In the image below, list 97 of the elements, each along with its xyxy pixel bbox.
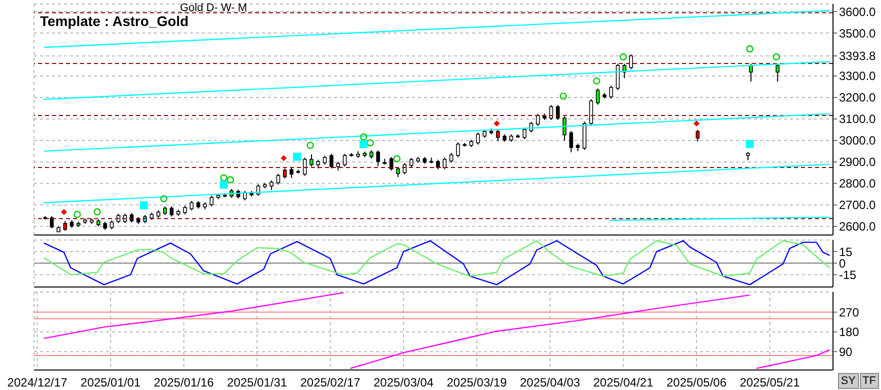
x-tick-label: 2025/01/16 <box>154 376 214 390</box>
point <box>746 140 754 148</box>
point <box>140 201 148 210</box>
point <box>226 176 234 184</box>
candlestick <box>449 152 454 164</box>
y-tick-label: 3200.0 <box>839 90 876 105</box>
point <box>220 180 228 189</box>
point <box>60 209 67 216</box>
x-tick-label: 2024/12/17 <box>7 376 68 390</box>
x-tick-label: 2025/04/21 <box>593 376 654 390</box>
point <box>560 92 567 100</box>
x-tick-label: 2025/04/03 <box>520 376 580 390</box>
line-series <box>43 240 830 277</box>
y-tick-label: 3500.0 <box>839 26 876 40</box>
point <box>360 140 368 148</box>
x-tick-label: 2025/02/17 <box>300 376 361 390</box>
candlestick <box>103 221 107 230</box>
point <box>746 45 754 53</box>
candlestick <box>196 200 200 210</box>
y-tick-label: 3600.0 <box>839 4 876 19</box>
text: SY <box>838 373 859 389</box>
y-tick-label: 2700.0 <box>839 198 876 212</box>
candlestick <box>376 150 380 167</box>
x-tick-label: 2025/05/21 <box>740 376 800 390</box>
annotation: Template : Astro_Gold <box>40 13 190 30</box>
y-tick-label: 0 <box>839 256 846 270</box>
point <box>94 208 101 216</box>
candlestick <box>496 129 500 142</box>
candlestick <box>270 180 274 190</box>
candlestick <box>190 200 194 212</box>
y-tick-label: 180 <box>839 325 860 340</box>
candlestick <box>362 151 367 158</box>
y-tick-label: 3100.0 <box>839 112 876 126</box>
candlestick <box>210 195 214 207</box>
candlestick <box>156 210 160 218</box>
point <box>306 142 314 149</box>
point <box>280 155 287 162</box>
candlestick <box>696 129 700 142</box>
x-tick-label: 2025/03/04 <box>374 376 434 390</box>
candlestick <box>116 213 120 224</box>
line-series <box>43 240 830 286</box>
point <box>220 174 228 182</box>
candlestick <box>569 130 574 153</box>
candlestick <box>749 63 753 82</box>
candlestick <box>776 63 780 82</box>
y-tick-label: -15 <box>839 268 857 282</box>
y-tick-label: 3300.0 <box>839 69 876 84</box>
x-tick-label: 2025/03/19 <box>446 376 508 390</box>
y-tick-label: 2800.0 <box>839 176 876 191</box>
text: TF <box>860 373 879 389</box>
x-tick-label: 2025/01/01 <box>80 376 141 390</box>
candlestick <box>96 218 100 227</box>
y-tick-label: 3393.8 <box>839 49 876 64</box>
x-tick-label: 2025/01/31 <box>227 376 288 390</box>
candlestick <box>330 153 334 169</box>
candlestick <box>310 154 314 167</box>
y-tick-label: 15 <box>839 244 853 259</box>
candlestick <box>609 85 614 100</box>
line-series <box>43 292 344 340</box>
y-tick-label: 2600.0 <box>839 220 876 234</box>
candlestick <box>322 155 327 166</box>
point <box>494 120 500 126</box>
line-series <box>350 294 750 370</box>
candlestick <box>342 153 347 167</box>
candlestick <box>462 142 467 147</box>
chart-title: Gold D- W- M <box>180 2 248 14</box>
point <box>772 53 780 60</box>
candlestick <box>582 121 586 150</box>
y-tick-label: 3000.0 <box>839 134 876 148</box>
candlestick <box>316 159 320 169</box>
candlestick <box>83 218 87 224</box>
candlestick <box>602 92 606 100</box>
candlestick <box>356 150 360 158</box>
candlestick <box>63 220 68 232</box>
point <box>393 155 400 162</box>
point <box>160 195 168 202</box>
point <box>360 133 368 140</box>
point <box>293 152 302 161</box>
candlestick <box>336 161 340 172</box>
candlestick <box>516 134 520 138</box>
candlestick <box>183 205 187 215</box>
y-tick-label: 270 <box>839 305 860 320</box>
y-tick-label: 2900.0 <box>839 155 876 170</box>
candlestick <box>290 167 294 179</box>
point <box>366 139 374 146</box>
candlestick <box>262 182 267 189</box>
point <box>620 53 627 60</box>
candlestick <box>350 152 354 158</box>
x-tick-label: 2025/05/06 <box>666 376 727 390</box>
point <box>74 210 81 218</box>
point <box>593 77 600 85</box>
point <box>694 120 700 126</box>
candlestick <box>576 143 580 152</box>
candlestick <box>562 116 566 141</box>
candlestick <box>629 54 633 70</box>
candlestick <box>76 221 80 228</box>
y-tick-label: 90 <box>839 344 853 359</box>
